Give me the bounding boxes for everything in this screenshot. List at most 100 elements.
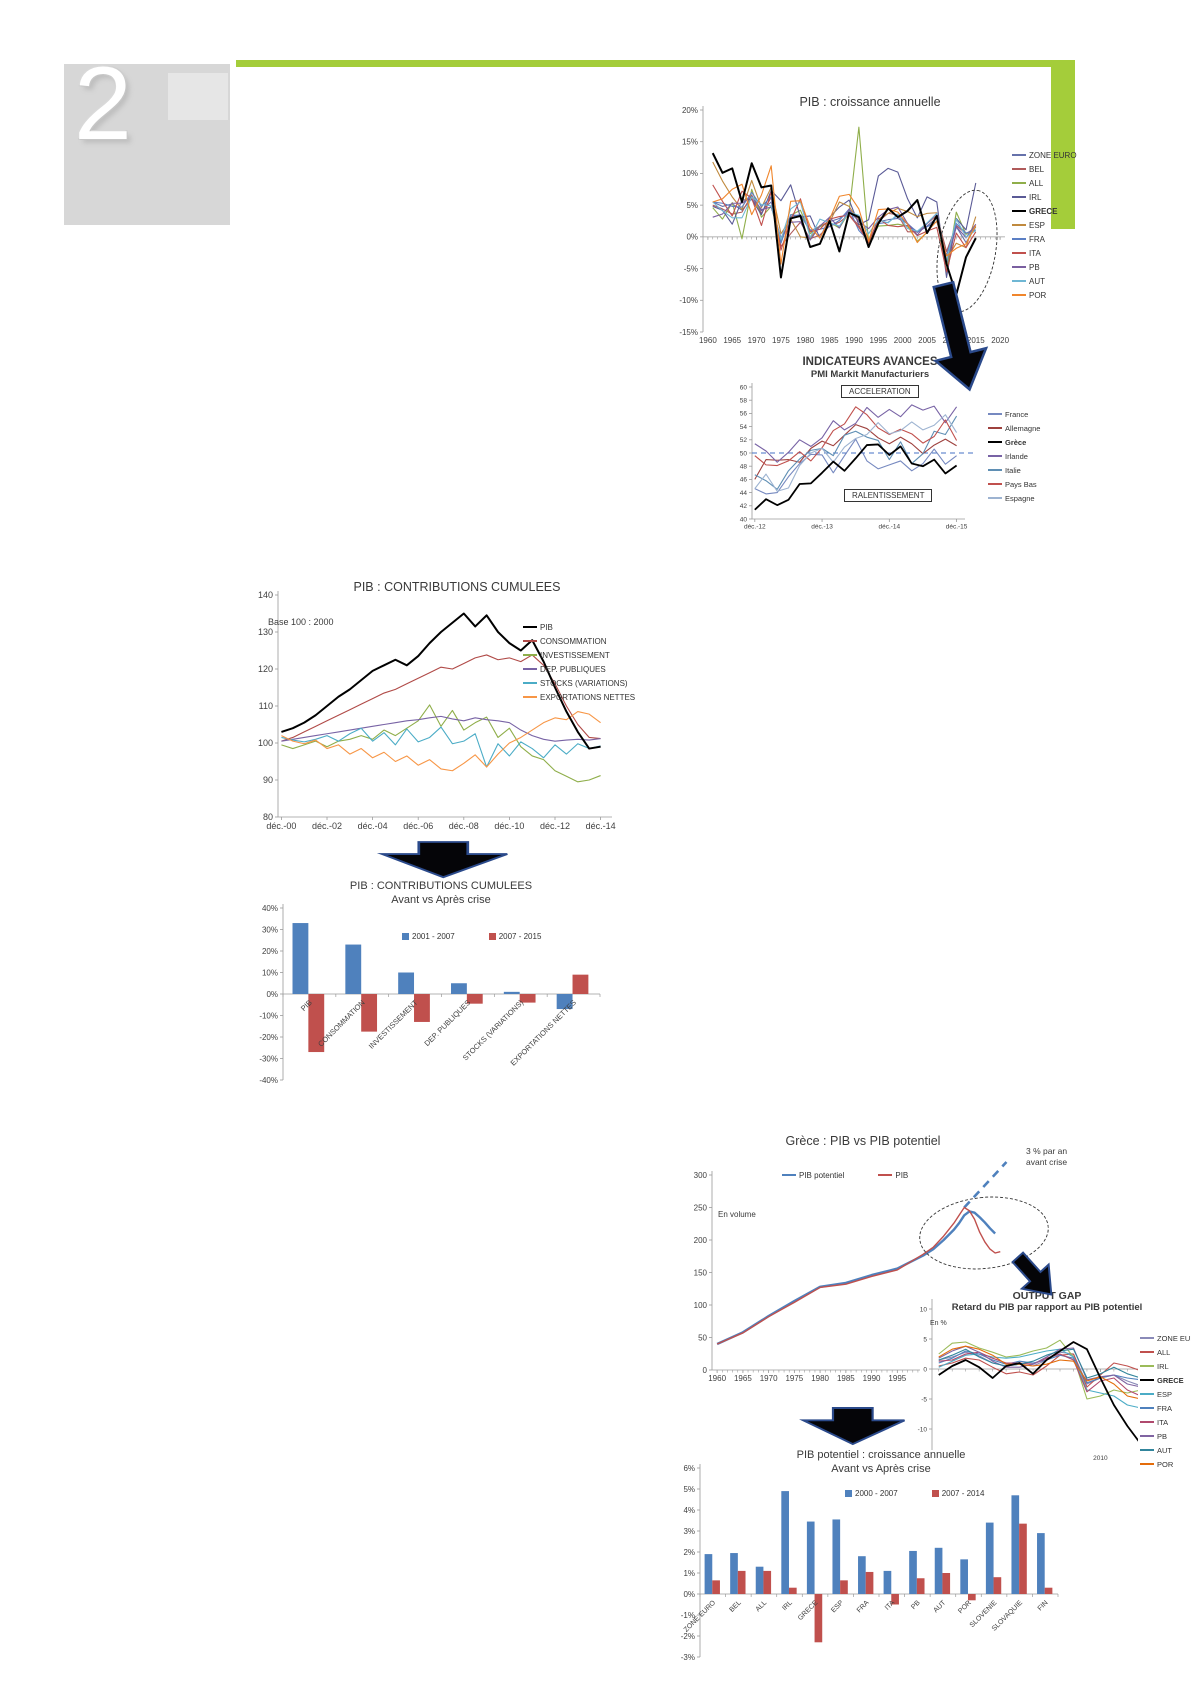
svg-text:FIN: FIN xyxy=(1037,1599,1050,1612)
svg-text:-2%: -2% xyxy=(681,1632,695,1641)
legend-swatch xyxy=(402,932,409,940)
svg-text:120: 120 xyxy=(258,664,273,674)
legend-item: FRA xyxy=(1012,232,1077,246)
legend-swatch xyxy=(1012,168,1026,170)
svg-text:déc.-14: déc.-14 xyxy=(586,821,616,831)
legend-label: PB xyxy=(1157,1431,1168,1441)
svg-text:1970: 1970 xyxy=(748,336,766,345)
svg-text:48: 48 xyxy=(740,463,748,470)
svg-text:POR: POR xyxy=(957,1599,973,1615)
legend-label: 2007 - 2015 xyxy=(498,931,542,941)
legend-swatch xyxy=(845,1489,852,1497)
svg-text:-3%: -3% xyxy=(681,1653,695,1662)
legend-swatch xyxy=(523,696,537,698)
legend-label: ESP xyxy=(1157,1389,1173,1399)
svg-text:1985: 1985 xyxy=(821,336,839,345)
svg-text:déc.-00: déc.-00 xyxy=(266,821,296,831)
pib-growth-legend: ZONE EURO BEL ALL IRL GRECE ESP FRA ITA PB AUT POR xyxy=(1012,148,1077,302)
svg-text:AUT: AUT xyxy=(932,1599,947,1614)
legend-swatch xyxy=(988,469,1002,471)
svg-text:déc.-06: déc.-06 xyxy=(403,821,433,831)
legend-label: Irlande xyxy=(1005,451,1028,461)
legend-label: ALL xyxy=(1157,1347,1171,1357)
legend-label: GRECE xyxy=(1029,206,1058,216)
legend-swatch xyxy=(1140,1435,1154,1437)
legend-swatch xyxy=(988,483,1002,485)
legend-label: ZONE EURO xyxy=(1029,150,1077,160)
legend-label: 2000 - 2007 xyxy=(855,1488,898,1498)
svg-text:5%: 5% xyxy=(686,201,698,210)
svg-text:1965: 1965 xyxy=(734,1374,752,1383)
legend-label: 2001 - 2007 xyxy=(412,931,455,941)
legend-swatch xyxy=(1012,238,1026,240)
svg-text:5: 5 xyxy=(923,1336,927,1343)
svg-text:1975: 1975 xyxy=(772,336,790,345)
legend-item: ESP xyxy=(1012,218,1077,232)
legend-item: Irlande xyxy=(988,449,1040,463)
legend-label: FRA xyxy=(1157,1403,1172,1413)
legend-swatch xyxy=(1140,1337,1154,1339)
legend-swatch xyxy=(988,455,1002,457)
legend-label: Italie xyxy=(1005,465,1021,475)
legend-label: AUT xyxy=(1157,1445,1172,1455)
contrib-legend: PIB CONSOMMATION INVESTISSEMENT DEP. PUBLIQ… xyxy=(523,620,635,704)
svg-text:40%: 40% xyxy=(262,904,278,913)
legend-swatch xyxy=(523,626,537,628)
potential-bars-chart: 6%5%4%3%2%1%0%-1%-2%-3%ZONE EURO BEL ALL IR… xyxy=(681,1464,1059,1662)
legend-swatch xyxy=(523,654,537,656)
legend-swatch xyxy=(488,932,496,940)
legend-item: PIB potentiel xyxy=(782,1168,844,1182)
svg-text:6%: 6% xyxy=(683,1464,695,1473)
legend-item: ALL xyxy=(1140,1345,1191,1359)
pib-growth-title: PIB : croissance annuelle xyxy=(799,95,941,109)
svg-text:2020: 2020 xyxy=(991,336,1009,345)
legend-swatch xyxy=(988,441,1002,443)
svg-text:0%: 0% xyxy=(683,1590,695,1599)
legend-item: France xyxy=(988,407,1040,421)
legend-label: INVESTISSEMENT xyxy=(540,650,610,660)
potential-bars-legend: 2000 - 2007 2007 - 2014 xyxy=(845,1486,984,1500)
legend-item: 2007 - 2014 xyxy=(931,1486,984,1500)
contrib-base-label: Base 100 : 2000 xyxy=(268,617,334,627)
svg-text:déc.-12: déc.-12 xyxy=(540,821,570,831)
svg-text:60: 60 xyxy=(740,384,748,391)
svg-text:1995: 1995 xyxy=(888,1374,906,1383)
pmi-legend: France Allemagne Grèce Irlande Italie Pays Ba… xyxy=(988,407,1040,505)
pib-potential-legend: PIB potentiel PIB xyxy=(782,1168,908,1182)
legend-item: INVESTISSEMENT xyxy=(523,648,635,662)
svg-text:1960: 1960 xyxy=(708,1374,726,1383)
legend-item: Italie xyxy=(988,463,1040,477)
legend-swatch xyxy=(1140,1351,1154,1353)
legend-swatch xyxy=(931,1489,939,1497)
svg-text:10%: 10% xyxy=(682,169,698,178)
svg-text:-30%: -30% xyxy=(259,1054,278,1063)
legend-label: France xyxy=(1005,409,1029,419)
output-gap-subtitle: Retard du PIB par rapport au PIB potenti… xyxy=(951,1302,1143,1313)
svg-text:1%: 1% xyxy=(683,1569,695,1578)
legend-label: Pays Bas xyxy=(1005,479,1037,489)
legend-item: GRECE xyxy=(1140,1373,1191,1387)
pib-growth-chart: 20% 15% 10% 5% 0% -5% -10% -15%1960 1965 1970 1975… xyxy=(679,106,1009,345)
potential-bars-title: PIB potentiel : croissance annuelle xyxy=(796,1449,966,1461)
svg-text:1980: 1980 xyxy=(796,336,814,345)
legend-label: PB xyxy=(1029,262,1040,272)
svg-text:2%: 2% xyxy=(683,1548,695,1557)
legend-label: ITA xyxy=(1029,248,1041,258)
svg-text:-40%: -40% xyxy=(259,1076,278,1085)
svg-text:IRL: IRL xyxy=(781,1599,794,1612)
svg-text:2005: 2005 xyxy=(918,336,936,345)
slide-number: 2 xyxy=(74,46,132,162)
legend-item: ITA xyxy=(1012,246,1077,260)
svg-text:140: 140 xyxy=(258,590,273,600)
svg-text:110: 110 xyxy=(259,701,273,711)
legend-item: IRL xyxy=(1140,1359,1191,1373)
contrib-bars-subtitle: Avant vs Après crise xyxy=(391,894,491,906)
contrib-bars-title: PIB : CONTRIBUTIONS CUMULEES xyxy=(349,880,533,892)
legend-swatch xyxy=(988,497,1002,499)
legend-swatch xyxy=(1140,1407,1154,1409)
arrow-top-to-pmi-icon xyxy=(932,280,989,392)
legend-item: 2000 - 2007 xyxy=(845,1486,898,1500)
svg-text:40: 40 xyxy=(740,516,748,523)
legend-label: EXPORTATIONS NETTES xyxy=(540,692,636,702)
